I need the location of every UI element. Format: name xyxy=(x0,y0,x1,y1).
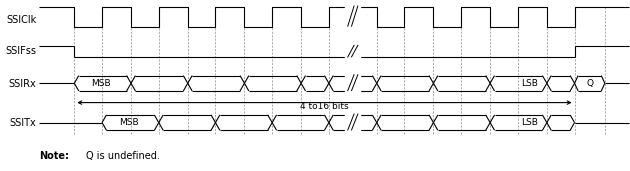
Text: Q: Q xyxy=(586,79,593,88)
Text: Q is undefined.: Q is undefined. xyxy=(86,152,160,161)
Text: 4 to16 bits: 4 to16 bits xyxy=(300,102,349,111)
Text: MSB: MSB xyxy=(119,118,139,127)
Text: MSB: MSB xyxy=(91,79,111,88)
Text: SSIRx: SSIRx xyxy=(9,79,37,89)
Text: LSB: LSB xyxy=(521,79,537,88)
Text: LSB: LSB xyxy=(521,118,537,127)
Text: SSIClk: SSIClk xyxy=(6,15,37,25)
Text: SSIFss: SSIFss xyxy=(6,46,37,56)
Text: SSITx: SSITx xyxy=(10,118,37,128)
Text: Note:: Note: xyxy=(39,152,69,161)
